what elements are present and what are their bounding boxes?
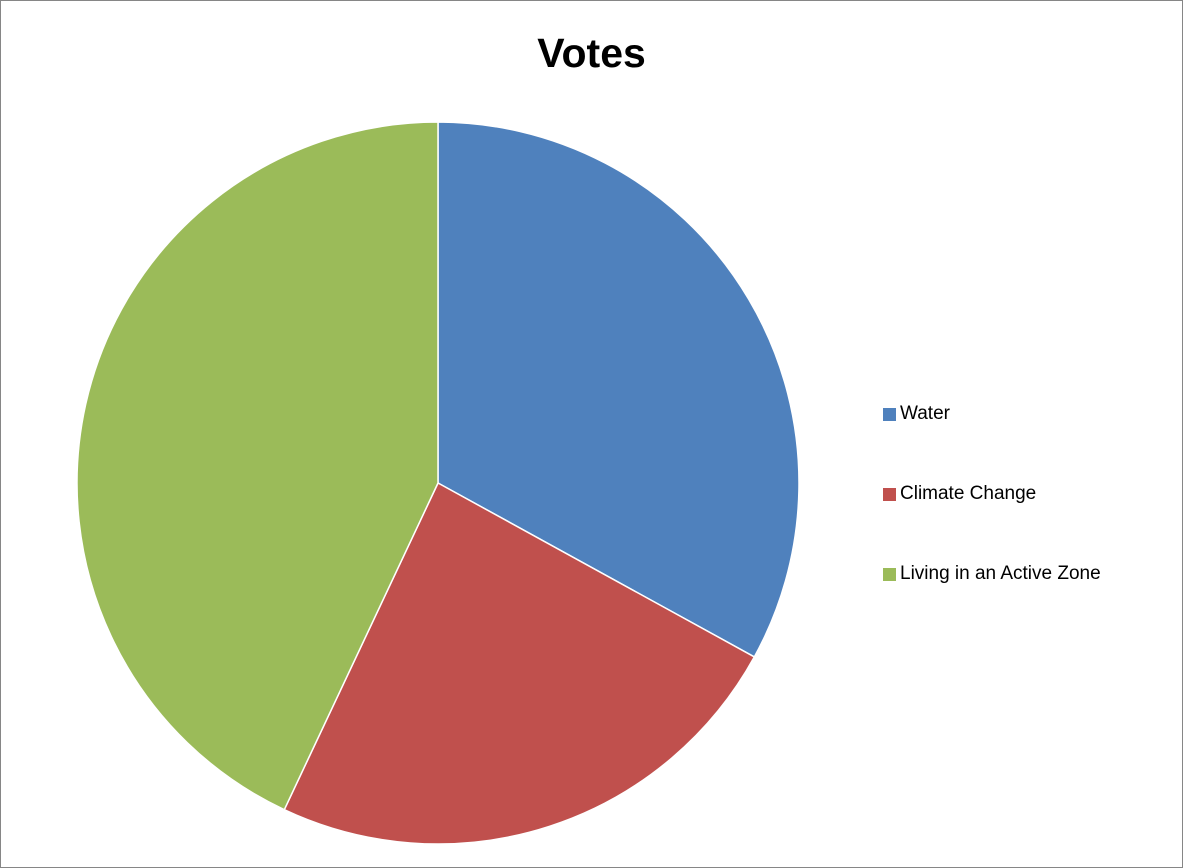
legend-item-climate-change: Climate Change	[883, 479, 1036, 509]
legend-swatch	[883, 487, 896, 501]
legend-label: Water	[900, 403, 950, 424]
chart-title: Votes	[537, 30, 646, 76]
legend-label: Climate Change	[900, 483, 1037, 504]
pie-slice-climate-change	[283, 482, 756, 845]
legend-item-water: Water	[883, 399, 950, 429]
legend-item-living-in-an-active-zone: Living in an Active Zone	[883, 559, 1101, 589]
pie-slice-living-in-an-active-zone	[76, 121, 439, 811]
legend-swatch	[883, 407, 896, 421]
legend-label: Living in an Active Zone	[900, 563, 1101, 584]
pie-slice-water	[437, 121, 800, 658]
legend-swatch	[883, 567, 896, 581]
pie-slices	[76, 121, 800, 845]
